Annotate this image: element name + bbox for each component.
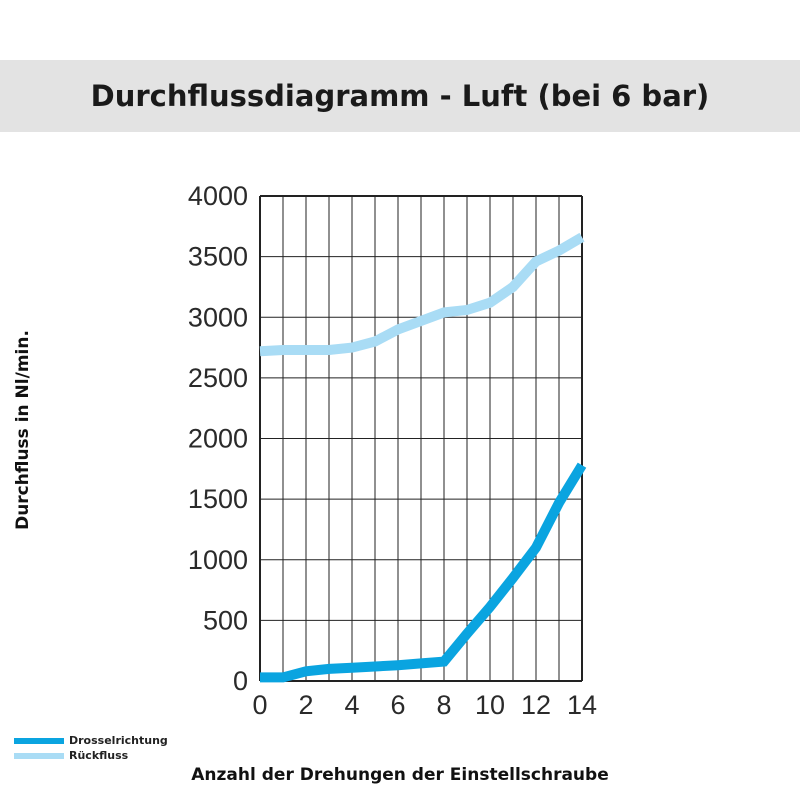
series-lines	[259, 232, 587, 683]
x-tick-labels: 0 2 4 6 8 10 12 14	[252, 690, 597, 720]
x-tick-label: 0	[252, 690, 267, 720]
x-tick-label: 8	[436, 690, 451, 720]
x-tick-label: 14	[567, 690, 597, 720]
y-tick-label: 3000	[188, 302, 248, 332]
grid	[259, 195, 583, 682]
series-line-rueckfluss	[259, 232, 585, 357]
x-tick-label: 10	[475, 690, 505, 720]
legend: Drosselrichtung Rückfluss	[14, 733, 168, 763]
legend-item-drossel: Drosselrichtung	[14, 733, 168, 748]
y-tick-label: 3500	[188, 242, 248, 272]
y-tick-label: 2500	[188, 363, 248, 393]
legend-item-rueckfluss: Rückfluss	[14, 748, 168, 763]
y-tick-label: 2000	[188, 424, 248, 454]
y-tick-label: 4000	[188, 181, 248, 211]
legend-label-drossel: Drosselrichtung	[69, 734, 168, 747]
chart-title: Durchflussdiagramm - Luft (bei 6 bar)	[90, 79, 710, 113]
x-tick-label: 4	[344, 690, 359, 720]
y-tick-label: 0	[233, 666, 248, 696]
legend-swatch-rueckfluss	[14, 752, 64, 759]
x-tick-label: 12	[521, 690, 551, 720]
y-tick-labels: 0 500 1000 1500 2000 2500 3000 3500 4000	[188, 181, 248, 696]
y-tick-label: 500	[203, 605, 248, 635]
title-band: Durchflussdiagramm - Luft (bei 6 bar)	[0, 60, 800, 132]
legend-label-rueckfluss: Rückfluss	[69, 749, 129, 762]
y-tick-label: 1500	[188, 484, 248, 514]
y-tick-label: 1000	[188, 545, 248, 575]
legend-swatch-drossel	[14, 737, 64, 744]
x-tick-label: 2	[298, 690, 313, 720]
x-tick-label: 6	[390, 690, 405, 720]
series-line-drosselrichtung	[260, 462, 587, 683]
x-axis-label: Anzahl der Drehungen der Einstellschraub…	[191, 765, 609, 785]
y-axis-label: Durchfluss in Nl/min.	[13, 330, 33, 530]
